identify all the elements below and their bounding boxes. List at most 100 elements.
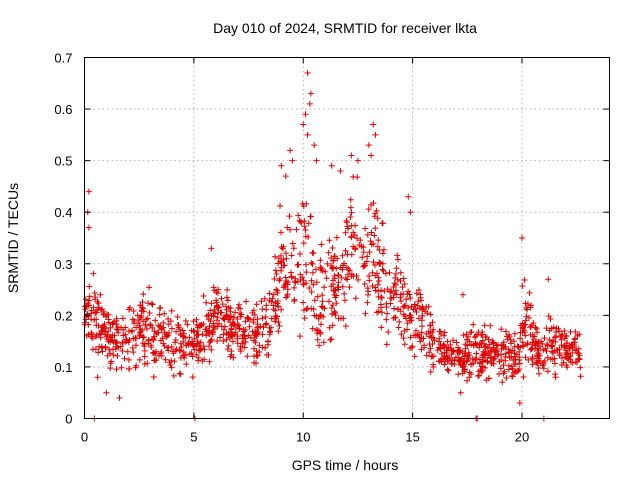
data-point xyxy=(461,366,468,373)
data-point xyxy=(498,326,505,333)
data-point xyxy=(408,344,415,351)
data-point xyxy=(527,323,534,330)
data-point xyxy=(360,249,367,256)
x-tick-label: 10 xyxy=(296,430,310,445)
data-point xyxy=(516,357,523,364)
data-point xyxy=(243,298,250,305)
data-point xyxy=(514,343,521,350)
data-point xyxy=(300,307,307,314)
data-point xyxy=(544,354,551,361)
data-point xyxy=(353,235,360,242)
data-point xyxy=(565,355,572,362)
data-point xyxy=(107,360,114,367)
data-point xyxy=(151,357,158,364)
data-point xyxy=(332,310,339,317)
data-point xyxy=(282,274,289,281)
data-point xyxy=(561,344,568,351)
data-point xyxy=(94,298,101,305)
data-point xyxy=(529,356,536,363)
data-point xyxy=(438,356,445,363)
data-point xyxy=(522,332,529,339)
y-tick-label: 0.6 xyxy=(54,102,72,117)
data-point xyxy=(130,349,137,356)
data-point xyxy=(317,264,324,271)
data-point xyxy=(441,361,448,368)
data-point xyxy=(394,256,401,263)
data-point xyxy=(368,152,375,159)
data-point xyxy=(484,345,491,352)
data-point xyxy=(178,344,185,351)
data-point xyxy=(163,333,170,340)
data-point xyxy=(396,318,403,325)
data-point xyxy=(125,328,132,335)
data-point xyxy=(464,377,471,384)
y-tick-label: 0.2 xyxy=(54,308,72,323)
data-point xyxy=(254,353,261,360)
data-point xyxy=(109,337,116,344)
data-point xyxy=(300,202,307,209)
data-point xyxy=(171,358,178,365)
data-point xyxy=(500,362,507,369)
data-point xyxy=(311,142,318,149)
data-point xyxy=(427,311,434,318)
data-point xyxy=(242,318,249,325)
data-point xyxy=(175,322,182,329)
data-point xyxy=(309,325,316,332)
data-point xyxy=(326,237,333,244)
data-point xyxy=(242,326,249,333)
data-point xyxy=(115,329,122,336)
data-point xyxy=(364,231,371,238)
data-point xyxy=(510,338,517,345)
x-axis-title: GPS time / hours xyxy=(292,457,399,473)
data-point xyxy=(181,351,188,358)
data-point xyxy=(207,318,214,325)
data-point xyxy=(348,209,355,216)
y-axis-title: SRMTID / TECUs xyxy=(5,183,21,293)
data-point xyxy=(229,331,236,338)
data-point xyxy=(365,206,372,213)
data-point xyxy=(214,317,221,324)
data-point xyxy=(541,335,548,342)
data-point xyxy=(287,147,294,154)
data-point xyxy=(385,329,392,336)
data-point xyxy=(161,343,168,350)
data-point xyxy=(157,337,164,344)
data-point xyxy=(132,334,139,341)
data-point xyxy=(457,389,464,396)
data-point xyxy=(216,320,223,327)
data-point xyxy=(527,331,534,338)
data-point xyxy=(391,290,398,297)
data-point xyxy=(291,284,298,291)
data-point xyxy=(572,335,579,342)
data-point xyxy=(89,331,96,338)
data-point xyxy=(350,173,357,180)
data-point xyxy=(558,332,565,339)
data-point xyxy=(266,324,273,331)
data-point xyxy=(268,298,275,305)
data-point xyxy=(219,301,226,308)
data-point xyxy=(168,325,175,332)
data-point xyxy=(369,269,376,276)
data-point xyxy=(331,253,338,260)
data-point xyxy=(543,341,550,348)
data-point xyxy=(502,328,509,335)
data-point xyxy=(540,359,547,366)
data-point xyxy=(529,345,536,352)
data-point xyxy=(256,348,263,355)
data-point xyxy=(297,250,304,257)
data-point xyxy=(465,333,472,340)
data-point xyxy=(524,300,531,307)
data-point xyxy=(354,157,361,164)
data-point xyxy=(521,276,528,283)
data-point xyxy=(381,288,388,295)
data-point xyxy=(149,301,156,308)
data-point xyxy=(157,304,164,311)
data-point xyxy=(302,111,309,118)
data-point xyxy=(300,299,307,306)
data-point xyxy=(485,352,492,359)
data-point xyxy=(450,337,457,344)
data-point xyxy=(152,317,159,324)
data-point xyxy=(427,368,434,375)
data-point xyxy=(185,339,192,346)
data-point xyxy=(556,352,563,359)
